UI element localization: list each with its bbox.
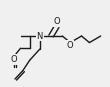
Text: O: O xyxy=(53,17,60,26)
Text: O: O xyxy=(10,55,17,64)
Text: O: O xyxy=(67,41,74,50)
Text: N: N xyxy=(37,31,43,41)
